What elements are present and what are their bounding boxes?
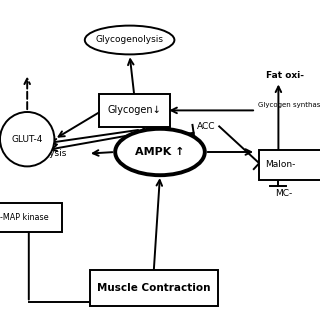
Text: Glycolysis: Glycolysis	[22, 149, 67, 158]
Text: GLUT-4: GLUT-4	[12, 135, 43, 144]
Ellipse shape	[115, 129, 205, 175]
Text: ACC: ACC	[197, 122, 216, 131]
Ellipse shape	[85, 26, 174, 54]
Text: Glycogenolysis: Glycogenolysis	[96, 36, 164, 44]
FancyBboxPatch shape	[259, 150, 320, 180]
FancyBboxPatch shape	[99, 93, 170, 127]
Circle shape	[0, 112, 54, 166]
FancyBboxPatch shape	[90, 270, 218, 306]
Text: Fat oxi-: Fat oxi-	[266, 71, 304, 80]
FancyBboxPatch shape	[0, 203, 62, 232]
Text: AMPK ↑: AMPK ↑	[135, 147, 185, 157]
Text: Malon-: Malon-	[266, 160, 296, 169]
Text: Glycogen synthase↑: Glycogen synthase↑	[258, 102, 320, 108]
Text: Muscle Contraction: Muscle Contraction	[97, 283, 210, 293]
Text: -MAP kinase: -MAP kinase	[0, 213, 49, 222]
Text: Glycogen↓: Glycogen↓	[108, 105, 161, 116]
Text: MC-: MC-	[275, 189, 292, 198]
